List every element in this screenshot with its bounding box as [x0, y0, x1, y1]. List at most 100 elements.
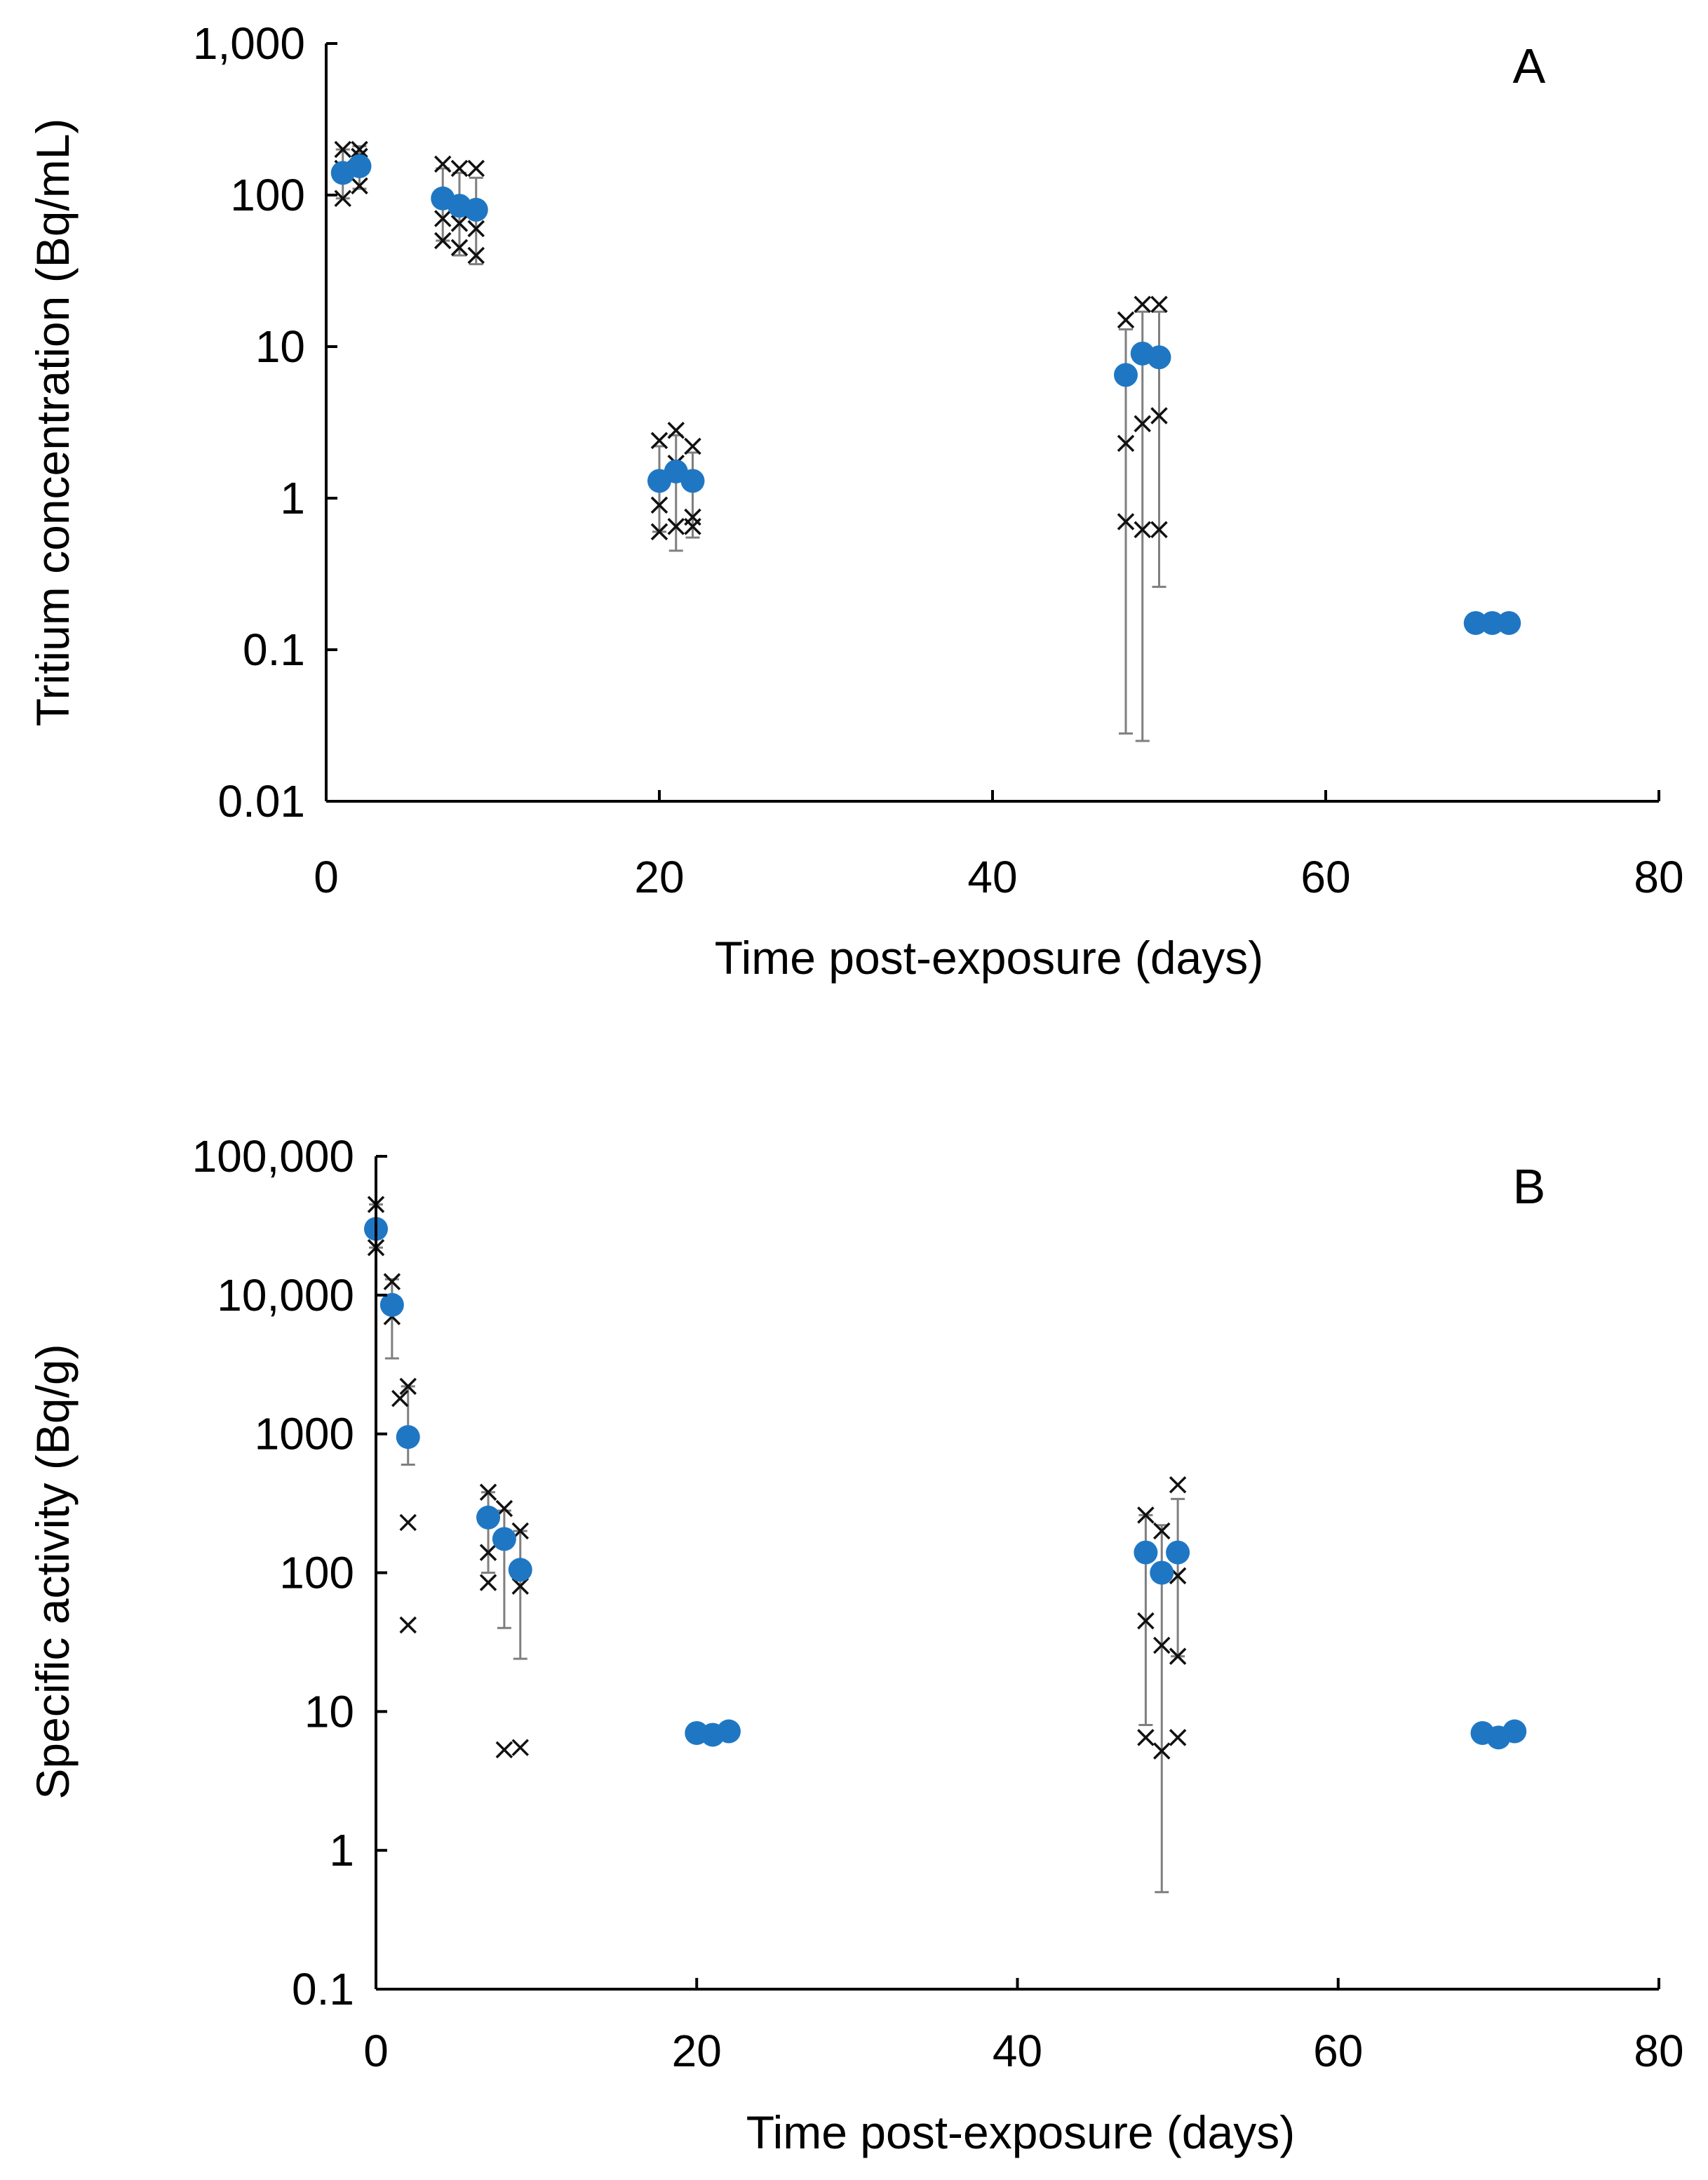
panel-a-individual-point [467, 159, 485, 178]
panel-b-y-tick-label: 10 [304, 1686, 354, 1737]
panel-b-individual-point [495, 1741, 513, 1759]
panel-b-mean-point [476, 1505, 501, 1530]
panel-a-individual-point [1134, 415, 1151, 433]
panel-b-letter: B [1513, 1159, 1546, 1214]
panel-b-individual-point-stroke [479, 1483, 497, 1502]
panel-a-individual-point [351, 140, 368, 159]
panel-a-individual-point-stroke [1150, 407, 1168, 424]
panel-b-y-tick-label: 100,000 [192, 1131, 354, 1182]
panel-a-individual-point-stroke [434, 155, 452, 173]
panel-a-individual-point [1150, 295, 1168, 314]
panel-a-individual-point [650, 523, 668, 541]
panel-b-individual-point [511, 1739, 529, 1756]
panel-a-individual-point-stroke [351, 177, 368, 195]
panel-b-individual-point [1153, 1636, 1171, 1654]
panel-a-individual-point-stroke [1150, 521, 1168, 539]
panel-a-individual-point [334, 140, 351, 159]
panel-a-individual-point [450, 159, 469, 178]
panel-b-individual-point-stroke [495, 1741, 513, 1759]
panel-a-individual-point [684, 437, 701, 455]
panel-a-individual-point-stroke [1134, 295, 1151, 314]
panel-a-individual-point-stroke [467, 246, 485, 265]
panel-b-individual-point [399, 1616, 417, 1634]
panel-a-mean-point [1114, 363, 1138, 387]
panel-b-individual-point [1169, 1647, 1187, 1665]
panel-a-individual-point-stroke [467, 220, 485, 238]
panel-a-individual-point-stroke [1117, 434, 1135, 453]
panel-b-individual-point [1137, 1506, 1155, 1524]
panel-a-individual-point [467, 246, 485, 265]
panel-b-individual-point [391, 1389, 409, 1407]
panel-a-y-tick-label: 1 [280, 473, 305, 523]
panel-a: 0 20 40 60 80 0.01 0.1 1 10 100 1,000 A Time post-… [27, 18, 1684, 984]
panel-b-individual-point-stroke [1137, 1612, 1155, 1630]
panel-a-individual-point-stroke [467, 159, 485, 178]
panel-a-individual-point-stroke [434, 210, 452, 227]
panel-b-individual-point-stroke [1169, 1567, 1187, 1585]
panel-a-marks [330, 140, 1521, 742]
panel-a-x-axis-title: Time post-exposure (days) [715, 932, 1264, 984]
panel-b-mean-point [1150, 1560, 1174, 1585]
panel-b-y-tick-label: 1 [329, 1825, 354, 1875]
panel-b-individual-point-stroke [479, 1544, 497, 1561]
panel-b-individual-point [1169, 1476, 1187, 1494]
panel-b-individual-point [1153, 1742, 1171, 1760]
panel-b-mean-point [379, 1292, 404, 1317]
panel-b-individual-point [1169, 1729, 1187, 1746]
panel-b-individual-point [383, 1273, 401, 1290]
panel-b-x-tick-label: 80 [1634, 2026, 1683, 2076]
panel-b-individual-point-stroke [1153, 1636, 1171, 1654]
panel-a-individual-point [450, 239, 469, 257]
panel-a-individual-point-stroke [450, 239, 469, 257]
panel-b-individual-point-stroke [399, 1616, 417, 1634]
panel-a-individual-point [1134, 295, 1151, 314]
panel-a-individual-point-stroke [684, 518, 701, 535]
panel-b-y-tick-label: 0.1 [292, 1964, 354, 2014]
panel-a-y-tick-label: 1,000 [193, 18, 305, 69]
panel-b-individual-point-stroke [1169, 1476, 1187, 1494]
panel-a-individual-point [351, 177, 368, 195]
panel-a-y-tick-label: 0.1 [243, 624, 305, 675]
panel-a-y-tick-label: 100 [230, 170, 305, 220]
panel-a-individual-point-stroke [667, 422, 685, 439]
panel-b-ticks: 0 20 40 60 80 0.1 1 10 100 1000 10,000 100,000 [192, 1131, 1684, 2076]
panel-a-mean-point [464, 197, 488, 222]
panel-a-individual-point [650, 496, 668, 514]
panel-b-individual-point-stroke [1153, 1742, 1171, 1760]
panel-b-individual-point [479, 1544, 497, 1561]
panel-a-individual-point [684, 518, 701, 535]
panel-a-individual-point-stroke [1134, 521, 1151, 539]
panel-b: 0 20 40 60 80 0.1 1 10 100 1000 10,000 100,000 B Ti… [27, 1131, 1684, 2158]
panel-a-individual-point-stroke [434, 232, 452, 250]
panel-a-individual-point [1117, 311, 1135, 329]
panel-b-individual-point-stroke [391, 1389, 409, 1407]
panel-a-individual-point [334, 189, 351, 208]
panel-a-letter: A [1513, 39, 1546, 93]
panel-b-x-axis-title: Time post-exposure (days) [746, 2106, 1296, 2158]
panel-a-x-tick-label: 40 [967, 852, 1017, 902]
panel-b-y-axis-title: Specific activity (Bq/g) [27, 1344, 79, 1799]
panel-b-x-tick-label: 20 [672, 2026, 722, 2076]
panel-b-mean-point [396, 1425, 420, 1450]
panel-a-individual-point [434, 232, 452, 250]
panel-b-individual-point [479, 1483, 497, 1502]
panel-a-individual-point [450, 215, 469, 232]
panel-a-individual-point-stroke [450, 159, 469, 178]
panel-b-y-tick-label: 10,000 [217, 1270, 354, 1320]
panel-a-individual-point [1117, 434, 1135, 453]
panel-a-individual-point [1134, 521, 1151, 539]
panel-a-x-tick-label: 60 [1300, 852, 1350, 902]
panel-a-individual-point-stroke [334, 140, 351, 159]
panel-b-y-tick-label: 1000 [255, 1409, 354, 1459]
panel-a-individual-point-stroke [1150, 295, 1168, 314]
panel-b-individual-point [1137, 1612, 1155, 1630]
panel-a-individual-point [1150, 407, 1168, 424]
panel-a-y-tick-label: 0.01 [217, 776, 305, 827]
panel-a-individual-point [467, 220, 485, 238]
panel-a-individual-point-stroke [1117, 513, 1135, 530]
panel-a-x-tick-label: 0 [314, 852, 339, 902]
panel-a-mean-point [1463, 610, 1488, 635]
panel-b-individual-point [479, 1574, 497, 1591]
panel-b-mean-point [1502, 1719, 1527, 1744]
panel-a-y-axis-title: Tritium concentration (Bq/mL) [27, 119, 79, 727]
